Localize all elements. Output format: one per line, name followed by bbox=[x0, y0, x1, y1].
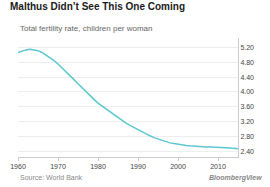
svg-text:2.80: 2.80 bbox=[240, 133, 254, 140]
svg-text:2000: 2000 bbox=[170, 163, 186, 170]
svg-text:Total fertility rate, children: Total fertility rate, children per woman bbox=[20, 24, 153, 33]
svg-text:4.80: 4.80 bbox=[240, 59, 254, 66]
svg-text:1990: 1990 bbox=[130, 163, 146, 170]
svg-text:Malthus Didn’t See This One Co: Malthus Didn’t See This One Coming bbox=[10, 1, 185, 12]
svg-text:4.00: 4.00 bbox=[240, 88, 254, 95]
svg-text:5.20: 5.20 bbox=[240, 44, 254, 51]
svg-text:3.60: 3.60 bbox=[240, 103, 254, 110]
svg-text:4.40: 4.40 bbox=[240, 74, 254, 81]
svg-text:1960: 1960 bbox=[10, 163, 26, 170]
svg-text:2010: 2010 bbox=[210, 163, 226, 170]
svg-text:Source: World Bank: Source: World Bank bbox=[20, 174, 83, 181]
svg-text:1970: 1970 bbox=[50, 163, 66, 170]
svg-text:2.40: 2.40 bbox=[240, 148, 254, 155]
svg-text:3.20: 3.20 bbox=[240, 118, 254, 125]
svg-text:1980: 1980 bbox=[90, 163, 106, 170]
svg-text:BloombergView: BloombergView bbox=[209, 174, 262, 182]
